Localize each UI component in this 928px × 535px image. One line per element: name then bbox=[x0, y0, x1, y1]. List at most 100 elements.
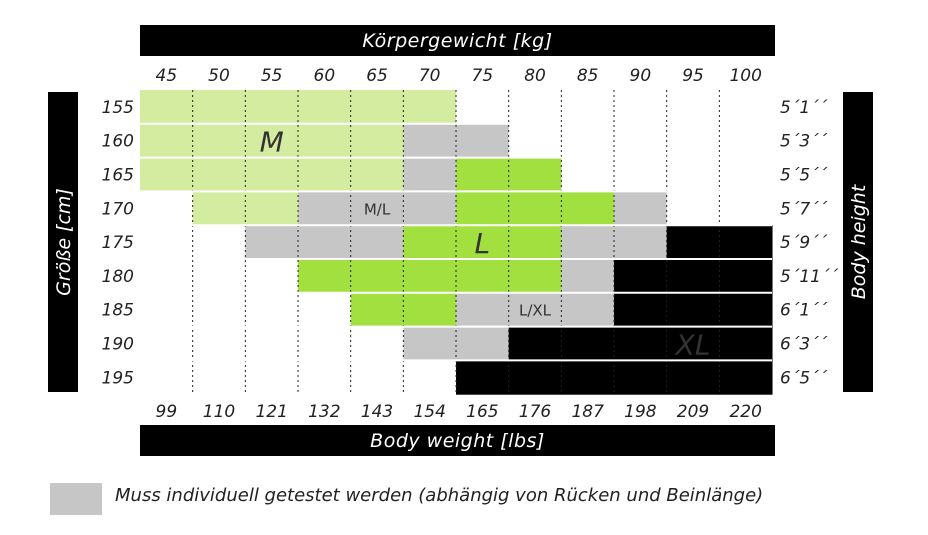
heatmap-cell bbox=[192, 191, 246, 226]
tick-label-kg: 60 bbox=[314, 66, 336, 86]
heatmap-cell bbox=[245, 259, 299, 294]
tick-label-ft: 6´3´´ bbox=[780, 335, 828, 355]
heatmap-cell bbox=[614, 259, 668, 294]
heatmap-cell bbox=[140, 292, 194, 328]
heatmap-cell bbox=[350, 292, 404, 328]
heatmap-cell bbox=[456, 360, 510, 395]
heatmap-cell bbox=[245, 123, 299, 159]
heatmap-cell bbox=[456, 191, 510, 226]
heatmap-cell bbox=[508, 225, 562, 260]
heatmap-cell bbox=[561, 360, 615, 395]
heatmap-cell bbox=[666, 191, 720, 226]
tick-label-ft: 5´9´´ bbox=[780, 233, 828, 253]
heatmap-cell bbox=[140, 191, 194, 226]
heatmap-cell bbox=[350, 225, 404, 260]
heatmap-cell bbox=[719, 360, 773, 395]
heatmap-cell bbox=[508, 326, 562, 361]
heatmap-cell bbox=[403, 191, 457, 226]
tick-label-cm: 160 bbox=[102, 132, 134, 152]
heatmap-cell bbox=[298, 292, 352, 328]
heatmap-cell bbox=[456, 123, 510, 159]
heatmap-cell bbox=[350, 90, 404, 125]
heatmap-cell bbox=[561, 157, 615, 192]
right-axis-title: Body height bbox=[848, 183, 870, 299]
heatmap-cell bbox=[719, 292, 773, 328]
size-label: L bbox=[475, 227, 491, 260]
tick-label-kg: 100 bbox=[729, 66, 761, 86]
tick-label-kg: 45 bbox=[156, 66, 178, 86]
heatmap-cell bbox=[192, 225, 246, 260]
tick-label-lbs: 154 bbox=[413, 402, 445, 422]
heatmap-cell bbox=[350, 123, 404, 159]
heatmap-cell bbox=[403, 259, 457, 294]
tick-label-lbs: 209 bbox=[677, 402, 709, 422]
heatmap-cell bbox=[298, 157, 352, 192]
legend-text: Muss individuell getestet werden (abhäng… bbox=[115, 485, 764, 506]
heatmap-cell bbox=[614, 326, 668, 361]
heatmap-cell bbox=[666, 157, 720, 192]
left-axis-bar bbox=[48, 92, 78, 392]
tick-label-kg: 65 bbox=[366, 66, 388, 86]
heatmap-cell bbox=[561, 123, 615, 159]
heatmap-cell bbox=[666, 225, 720, 260]
tick-label-lbs: 132 bbox=[308, 402, 340, 422]
heatmap-cell bbox=[350, 360, 404, 395]
tick-label-kg: 55 bbox=[261, 66, 283, 86]
heatmap-cell bbox=[140, 123, 194, 159]
heatmap-cell bbox=[192, 157, 246, 192]
heatmap-cell bbox=[298, 360, 352, 395]
size-label: M/L bbox=[364, 200, 391, 218]
heatmap-cell bbox=[403, 123, 457, 159]
heatmap-cell bbox=[719, 90, 773, 125]
heatmap-cell bbox=[508, 157, 562, 192]
tick-label-lbs: 198 bbox=[624, 402, 657, 422]
heatmap-cell bbox=[614, 157, 668, 192]
heatmap-cell bbox=[245, 191, 299, 226]
heatmap-cell bbox=[666, 292, 720, 328]
heatmap-cell bbox=[666, 90, 720, 125]
heatmap-cell bbox=[140, 90, 194, 125]
heatmap-cell bbox=[561, 292, 615, 328]
heatmap-cell bbox=[561, 191, 615, 226]
heatmap-cell bbox=[508, 191, 562, 226]
tick-label-ft: 5´11´´ bbox=[780, 267, 838, 287]
heatmap-cell bbox=[403, 326, 457, 361]
tick-label-lbs: 99 bbox=[156, 402, 178, 422]
heatmap-cell bbox=[192, 326, 246, 361]
heatmap-cell bbox=[192, 360, 246, 395]
heatmap-cell bbox=[403, 90, 457, 125]
tick-label-ft: 6´1´´ bbox=[780, 301, 828, 321]
size-label: L/XL bbox=[519, 302, 552, 320]
size-label: XL bbox=[674, 329, 711, 362]
heatmap-cell bbox=[719, 157, 773, 192]
heatmap-cell bbox=[192, 90, 246, 125]
tick-label-cm: 185 bbox=[102, 301, 134, 321]
tick-label-cm: 175 bbox=[102, 233, 134, 253]
heatmap-cell bbox=[245, 360, 299, 395]
heatmap-cell bbox=[245, 326, 299, 361]
heatmap-cell bbox=[719, 326, 773, 361]
tick-label-kg: 80 bbox=[524, 66, 546, 86]
heatmap-cell bbox=[403, 225, 457, 260]
heatmap-cell bbox=[298, 225, 352, 260]
size-chart-heatmap: Größe [cm] Body height 45 50 55 60 65 70 75 80 85 9… bbox=[48, 66, 873, 422]
heatmap-cell bbox=[456, 157, 510, 192]
heatmap-cell bbox=[561, 225, 615, 260]
tick-label-kg: 85 bbox=[577, 66, 599, 86]
heatmap-cell bbox=[298, 326, 352, 361]
left-axis-title: Größe [cm] bbox=[53, 188, 75, 296]
tick-label-lbs: 187 bbox=[571, 402, 604, 422]
right-axis-bar bbox=[843, 92, 873, 392]
heatmap-cell bbox=[350, 191, 404, 226]
heatmap-cell bbox=[666, 259, 720, 294]
tick-label-ft: 5´5´´ bbox=[780, 166, 828, 186]
heatmap-cell bbox=[192, 292, 246, 328]
heatmap-cell bbox=[666, 360, 720, 395]
heatmap-cell bbox=[456, 90, 510, 125]
heatmap-cell bbox=[508, 360, 562, 395]
heatmap-cell bbox=[140, 225, 194, 260]
tick-label-cm: 170 bbox=[102, 199, 134, 219]
heatmap-cell bbox=[192, 259, 246, 294]
heatmap-cell bbox=[140, 259, 194, 294]
heatmap-cell bbox=[350, 157, 404, 192]
